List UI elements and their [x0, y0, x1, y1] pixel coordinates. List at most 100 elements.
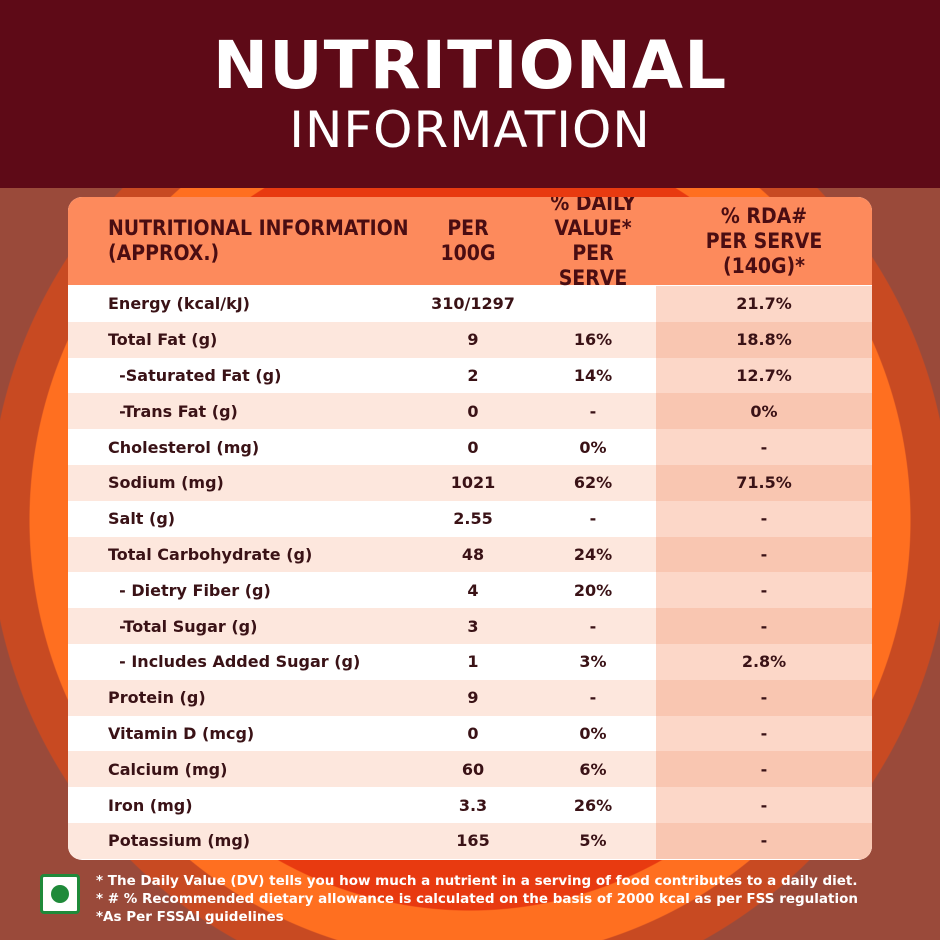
nutrient-cell: -Total Sugar (g): [108, 616, 258, 636]
nutrient-cell: Iron (mg): [108, 795, 193, 815]
rda-column-shade: [656, 393, 872, 430]
nutrient-cell: -Saturated Fat (g): [108, 365, 282, 385]
daily-value-cell: 24%: [573, 544, 613, 564]
column-header-daily-value: % DAILY VALUE* PER SERVE: [550, 197, 636, 290]
rda-column-shade: [656, 429, 872, 465]
nutrient-cell: Calcium (mg): [108, 759, 228, 779]
nutrient-cell: Sodium (mg): [108, 473, 224, 493]
table-row: Total Carbohydrate (g) 48 24% -: [68, 536, 872, 573]
daily-value-cell: -: [589, 509, 597, 529]
table-row: Total Fat (g) 9 16% 18.8%: [68, 321, 872, 358]
daily-value-cell: 14%: [573, 365, 613, 385]
per-100g-cell: 0: [467, 723, 479, 743]
rda-column-shade: [656, 679, 872, 716]
rda-cell: -: [760, 795, 768, 815]
table-row: -Total Sugar (g) 3 - -: [68, 608, 872, 644]
per-100g-cell: 2: [467, 365, 479, 385]
rda-column-shade: [656, 321, 872, 358]
column-header-rda: % RDA# PER SERVE (140G)*: [705, 203, 823, 278]
rda-cell: 71.5%: [736, 473, 792, 493]
daily-value-cell: 5%: [579, 831, 607, 851]
nutrient-cell: Total Fat (g): [108, 330, 218, 350]
daily-value-cell: 26%: [573, 795, 613, 815]
table-row: Salt (g) 2.55 - -: [68, 500, 872, 537]
nutrient-cell: Potassium (mg): [108, 831, 251, 851]
daily-value-cell: 0%: [579, 723, 607, 743]
table-row: Vitamin D (mcg) 0 0% -: [68, 715, 872, 752]
footnote: * # % Recommended dietary allowance is c…: [96, 891, 858, 907]
nutrient-cell: Energy (kcal/kJ): [108, 294, 250, 314]
per-100g-cell: 48: [461, 544, 485, 564]
nutrient-cell: -Trans Fat (g): [108, 401, 238, 421]
footer-notes: * The Daily Value (DV) tells you how muc…: [40, 870, 920, 932]
rda-cell: 2.8%: [741, 652, 787, 672]
per-100g-cell: 60: [461, 759, 485, 779]
per-100g-cell: 4: [467, 580, 479, 600]
rda-column-shade: [656, 286, 872, 322]
daily-value-cell: 16%: [573, 330, 613, 350]
table-row: -Saturated Fat (g) 2 14% 12.7%: [68, 357, 872, 394]
table-row: Potassium (mg) 165 5% -: [68, 822, 872, 859]
footnote: *As Per FSSAI guidelines: [96, 909, 284, 925]
page-title: NUTRITIONAL: [212, 27, 728, 104]
table-row: - Dietry Fiber (g) 4 20% -: [68, 572, 872, 609]
daily-value-cell: 20%: [573, 580, 613, 600]
per-100g-cell: 3.3: [458, 795, 488, 815]
page-subtitle: INFORMATION: [289, 101, 651, 159]
daily-value-cell: 3%: [579, 652, 607, 672]
nutrient-cell: - Includes Added Sugar (g): [108, 652, 361, 672]
per-100g-cell: 1021: [450, 473, 496, 493]
veg-mark-icon: [40, 874, 80, 914]
daily-value-cell: -: [589, 616, 597, 636]
daily-value-cell: 6%: [579, 759, 607, 779]
column-header-per-100g: PER 100G: [440, 216, 496, 265]
table-row: Energy (kcal/kJ) 310/1297 21.7%: [68, 286, 872, 322]
nutrition-table: NUTRITIONAL INFORMATION (APPROX.) PER 10…: [68, 197, 872, 860]
rda-cell: -: [760, 580, 768, 600]
daily-value-cell: 62%: [573, 473, 613, 493]
rda-cell: -: [760, 759, 768, 779]
per-100g-cell: 165: [456, 831, 490, 851]
daily-value-cell: [538, 286, 648, 322]
rda-column-shade: [656, 572, 872, 609]
rda-cell: -: [760, 437, 768, 457]
rda-cell: 21.7%: [736, 294, 792, 314]
rda-column-shade: [656, 751, 872, 788]
rda-column-shade: [656, 643, 872, 680]
rda-column-shade: [656, 500, 872, 537]
daily-value-cell: 0%: [579, 437, 607, 457]
table-header: NUTRITIONAL INFORMATION (APPROX.) PER 10…: [68, 197, 872, 290]
rda-column-shade: [656, 357, 872, 394]
nutrient-cell: - Dietry Fiber (g): [108, 580, 271, 600]
nutrient-cell: Total Carbohydrate (g): [108, 544, 313, 564]
rda-cell: 12.7%: [736, 365, 792, 385]
rda-cell: -: [760, 509, 768, 529]
table-row: Protein (g) 9 - -: [68, 679, 872, 716]
table-body: Energy (kcal/kJ) 310/1297 21.7% Total Fat (…: [68, 286, 872, 859]
per-100g-cell: 3: [467, 616, 479, 636]
per-100g-cell: 2.55: [453, 509, 493, 529]
footnotes: * The Daily Value (DV) tells you how muc…: [96, 872, 920, 926]
nutrient-cell: Vitamin D (mcg): [108, 723, 255, 743]
daily-value-cell: -: [589, 688, 597, 708]
rda-cell: -: [760, 544, 768, 564]
column-header-nutrient: NUTRITIONAL INFORMATION (APPROX.): [108, 216, 409, 265]
table-row: Iron (mg) 3.3 26% -: [68, 787, 872, 823]
rda-column-shade: [656, 787, 872, 823]
rda-column-shade: [656, 464, 872, 501]
rda-column-shade: [656, 822, 872, 859]
table-row: Calcium (mg) 60 6% -: [68, 751, 872, 788]
rda-cell: -: [760, 831, 768, 851]
per-100g-cell: 9: [467, 330, 479, 350]
rda-cell: -: [760, 688, 768, 708]
rda-cell: 18.8%: [736, 330, 792, 350]
rda-column-shade: [656, 536, 872, 573]
nutrient-cell: Cholesterol (mg): [108, 437, 260, 457]
rda-cell: 0%: [750, 401, 778, 421]
per-100g-cell: 310/1297: [431, 294, 515, 314]
rda-column-shade: [656, 608, 872, 644]
nutrient-cell: Protein (g): [108, 688, 206, 708]
table-row: -Trans Fat (g) 0 - 0%: [68, 393, 872, 430]
table-row: Cholesterol (mg) 0 0% -: [68, 429, 872, 465]
per-100g-cell: 1: [467, 652, 479, 672]
